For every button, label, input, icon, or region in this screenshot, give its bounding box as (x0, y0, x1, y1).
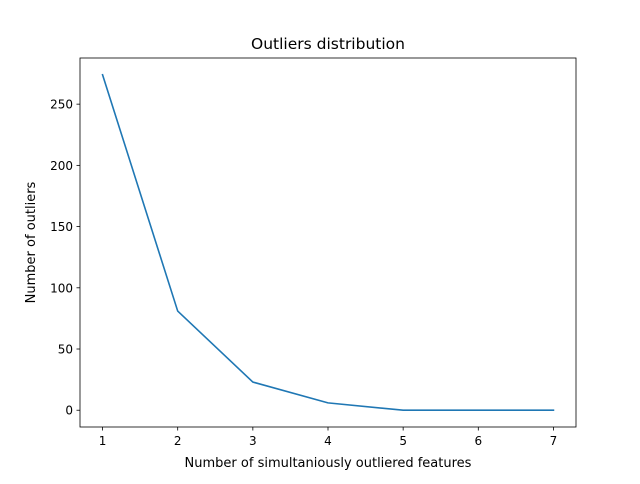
axis-ticks: 1 2 3 4 5 6 7 0 50 100 150 200 250 (50, 98, 557, 448)
x-tick-label: 3 (249, 434, 257, 448)
chart-title: Outliers distribution (251, 35, 405, 53)
y-tick-label: 150 (50, 220, 73, 234)
y-tick-label: 250 (50, 98, 73, 112)
x-tick-label: 2 (174, 434, 182, 448)
x-tick-label: 7 (550, 434, 558, 448)
x-tick-label: 6 (474, 434, 482, 448)
x-tick-label: 1 (99, 434, 107, 448)
y-tick-label: 50 (58, 343, 73, 357)
y-axis-label: Number of outliers (24, 181, 39, 303)
x-tick-label: 4 (324, 434, 332, 448)
y-tick-label: 0 (65, 404, 73, 418)
x-axis-label: Number of simultaniously outliered featu… (185, 456, 472, 471)
series-line (101, 73, 555, 412)
plot-area (80, 58, 576, 427)
y-tick-label: 200 (50, 159, 73, 173)
series-layer (101, 73, 555, 412)
x-tick-label: 5 (399, 434, 407, 448)
y-tick-label: 100 (50, 281, 73, 295)
plot-frame (79, 57, 577, 428)
